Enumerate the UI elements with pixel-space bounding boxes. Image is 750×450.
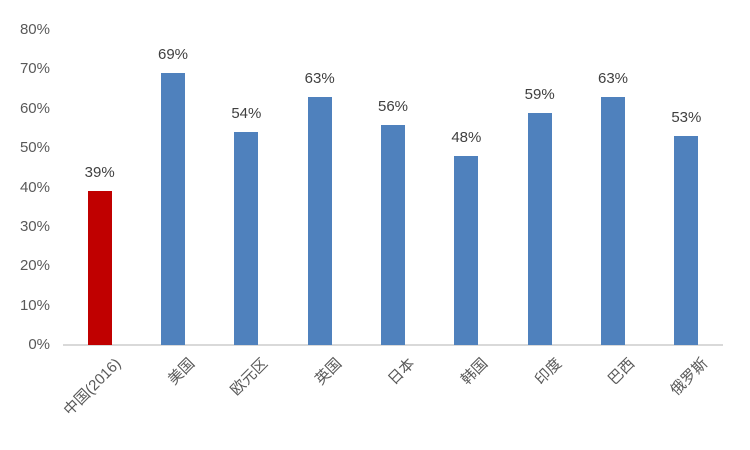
y-tick-label: 20% (19, 257, 50, 275)
y-tick-label: 40% (19, 178, 50, 196)
x-category-label: 日本 (384, 355, 419, 389)
bar (381, 124, 405, 345)
bar-data-label: 39% (84, 164, 115, 182)
x-category-label: 巴西 (604, 355, 639, 389)
x-category-label: 俄罗斯 (667, 355, 712, 399)
bar (601, 96, 625, 345)
bar-data-label: 59% (524, 85, 555, 103)
bar (234, 132, 259, 345)
bar (674, 136, 699, 345)
y-tick-label: 0% (28, 336, 50, 353)
x-category-label: 英国 (311, 355, 345, 389)
bar-data-label: 48% (451, 129, 482, 146)
bar (307, 96, 332, 345)
bar (87, 191, 112, 345)
y-tick-label: 30% (19, 217, 50, 235)
bar-data-label: 56% (377, 97, 409, 115)
bar-data-label: 54% (231, 105, 262, 123)
x-category-label: 欧元区 (227, 355, 272, 399)
bar (454, 156, 479, 345)
bar-data-label: 69% (157, 46, 189, 64)
bar-data-label: 53% (671, 109, 702, 127)
bar (527, 112, 552, 345)
x-category-label: 韩国 (458, 355, 492, 389)
bar (161, 73, 185, 345)
y-tick-label: 80% (19, 21, 50, 38)
y-tick-label: 10% (19, 296, 50, 314)
x-axis-line (63, 344, 723, 346)
y-tick-label: 70% (19, 60, 50, 78)
x-category-label: 印度 (531, 355, 565, 389)
y-tick-label: 60% (19, 99, 50, 117)
bar-data-label: 63% (304, 69, 335, 87)
x-category-label: 中国(2016) (60, 355, 125, 420)
bar-data-label: 63% (597, 69, 629, 87)
y-tick-label: 50% (19, 139, 50, 157)
x-category-label: 美国 (164, 355, 199, 389)
